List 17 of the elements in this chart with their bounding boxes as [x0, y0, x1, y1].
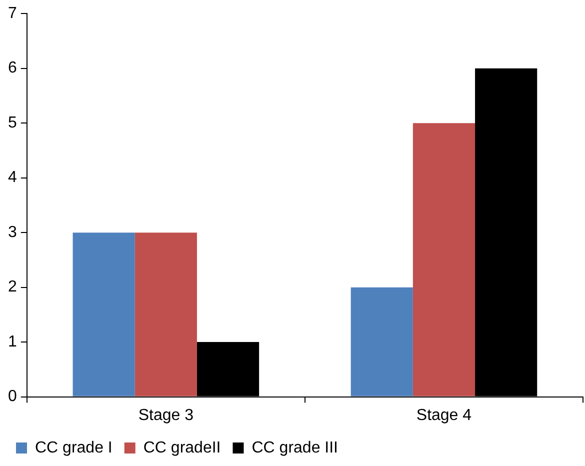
y-tick-label: 1 [8, 333, 17, 350]
y-tick-label: 7 [8, 5, 17, 22]
y-tick-label: 6 [8, 60, 17, 77]
legend-label: CC grade III [252, 439, 338, 456]
x-tick-label: Stage 4 [416, 406, 472, 424]
y-tick-label: 4 [8, 169, 17, 186]
y-tick-label: 0 [8, 388, 17, 406]
legend-label: CC gradeII [143, 439, 221, 456]
x-tick-label: Stage 3 [138, 406, 194, 424]
legend-label: CC grade I [35, 439, 112, 456]
bar [412, 123, 476, 396]
bar [134, 232, 197, 396]
bar [72, 232, 135, 396]
y-tick-label: 2 [8, 278, 17, 296]
y-tick-label: 3 [8, 224, 17, 241]
bar [350, 287, 413, 396]
y-tick-label: 5 [8, 114, 17, 132]
